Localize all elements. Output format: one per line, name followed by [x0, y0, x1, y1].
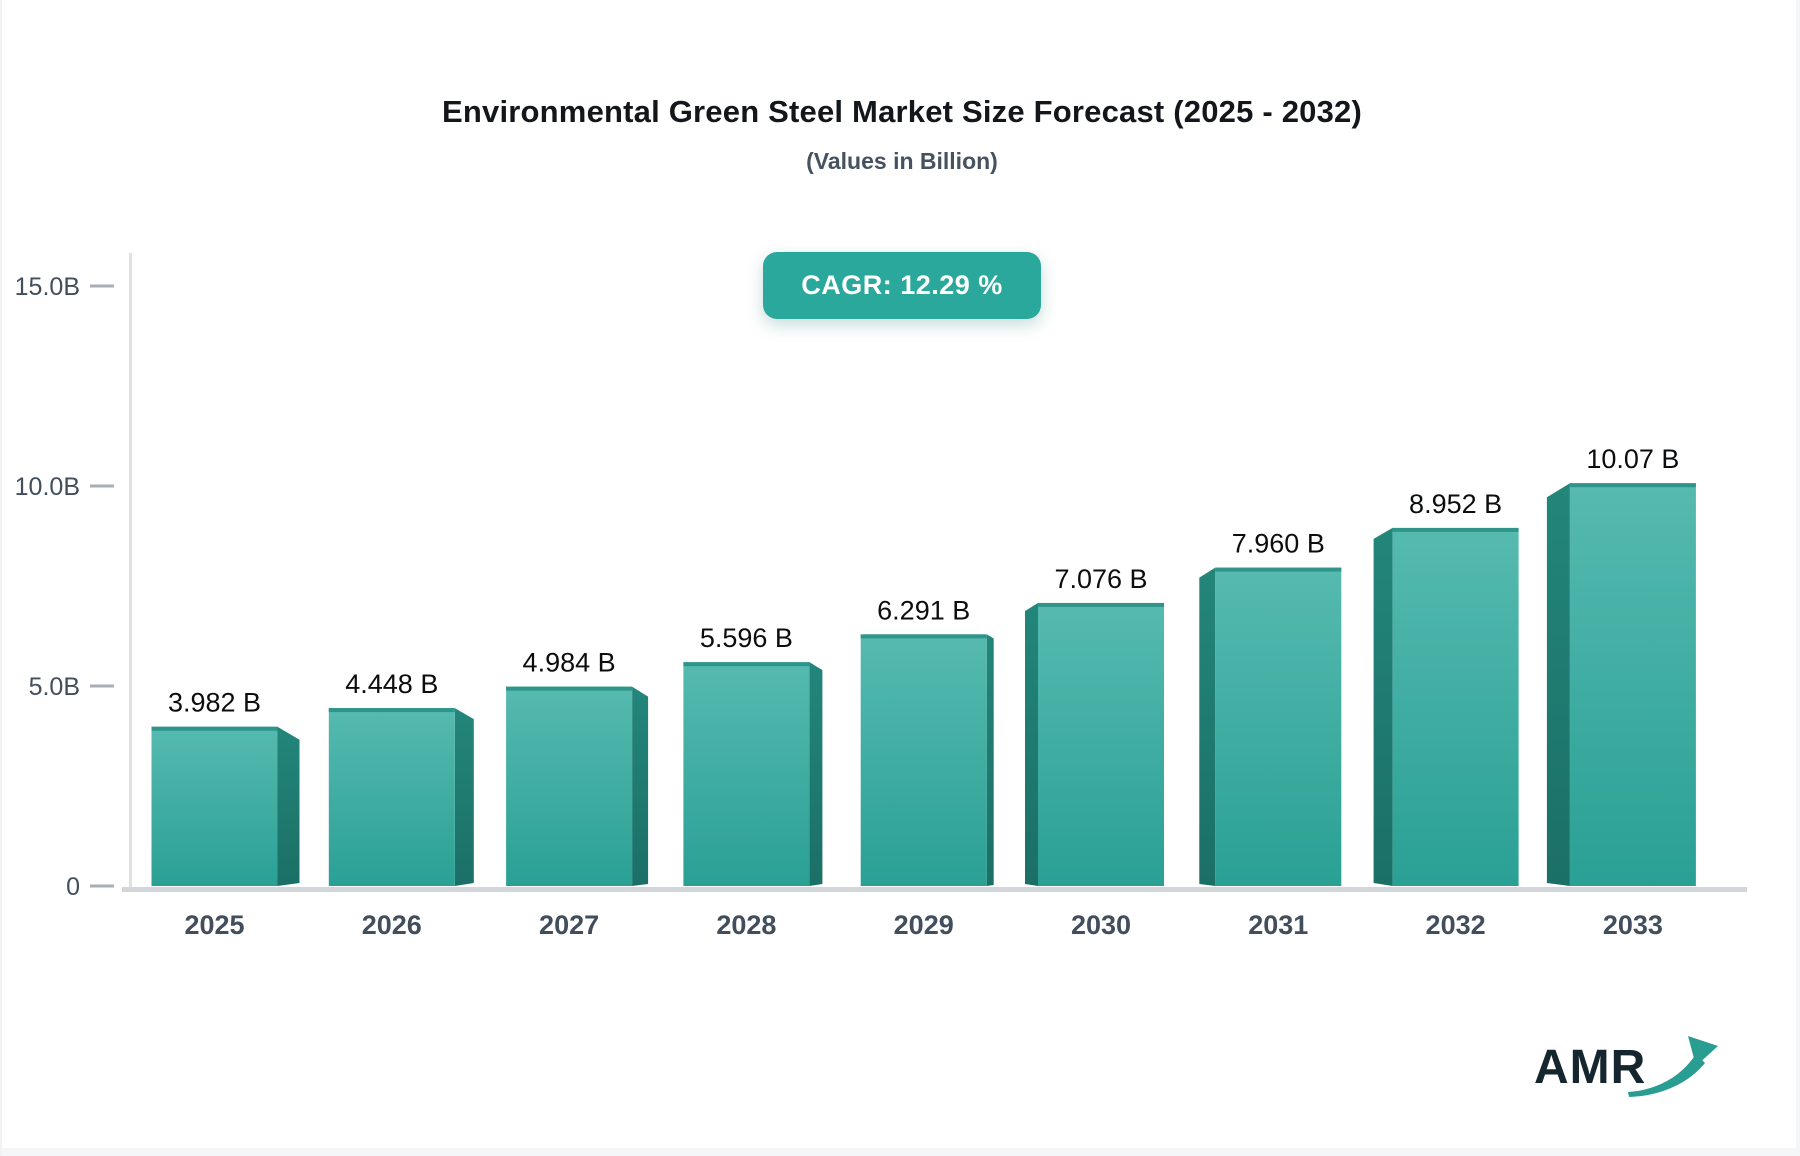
cagr-badge: CAGR: 12.29 %	[763, 252, 1041, 319]
bar-side	[1373, 527, 1393, 886]
y-axis-label: 15.0B	[15, 273, 80, 301]
bar-side	[277, 726, 300, 886]
bar-side	[986, 634, 994, 886]
y-axis-label: 5.0B	[29, 673, 80, 701]
bar-top-edge	[506, 686, 633, 691]
amr-logo: AMR	[1534, 1032, 1724, 1102]
bar-face	[506, 686, 633, 886]
bar-top-edge	[1569, 483, 1696, 488]
x-axis-label: 2029	[894, 910, 954, 940]
bar-top-edge	[151, 726, 278, 731]
amr-logo-text: AMR	[1534, 1041, 1647, 1094]
cagr-badge-row: CAGR: 12.29 %	[2, 252, 1800, 319]
y-tick-mark	[90, 484, 114, 488]
y-axis-label: 10.0B	[15, 473, 80, 501]
bar-side	[632, 686, 649, 886]
x-axis-label: 2033	[1603, 910, 1663, 940]
y-axis-line	[129, 253, 132, 892]
bar-value-label: 10.07 B	[1586, 444, 1679, 474]
x-axis-label: 2031	[1248, 910, 1308, 940]
bar-value-label: 4.448 B	[345, 669, 438, 699]
bar-value-label: 6.291 B	[877, 595, 970, 625]
x-axis-label: 2027	[539, 910, 599, 940]
bar-face	[1569, 483, 1696, 886]
bar-face	[683, 662, 810, 886]
bar-face	[328, 708, 455, 886]
bar-face	[860, 634, 987, 886]
bar-side	[1025, 602, 1038, 886]
bar-top-edge	[328, 708, 455, 713]
y-axis-label: 0	[66, 873, 80, 901]
x-axis-label: 2032	[1426, 910, 1486, 940]
bar-face	[1038, 602, 1164, 886]
bar-top-edge	[683, 662, 810, 667]
x-axis-label: 2030	[1071, 910, 1131, 940]
bar-side	[1199, 567, 1216, 886]
bar-top-edge	[860, 634, 987, 639]
y-tick-mark	[90, 684, 114, 688]
page-edge-right	[1796, 0, 1800, 1156]
y-tick-mark	[90, 284, 114, 288]
page-edge-bottom	[2, 1148, 1800, 1156]
growth-arrow-icon	[1628, 1036, 1718, 1097]
bar-value-label: 7.960 B	[1232, 529, 1325, 559]
bar-top-edge	[1038, 602, 1164, 607]
x-axis-baseline	[122, 887, 1747, 892]
bar-face	[1392, 527, 1519, 886]
bar-side	[809, 662, 823, 886]
bar-value-label: 3.982 B	[168, 688, 261, 718]
bar-face	[1215, 567, 1342, 886]
bar-value-label: 8.952 B	[1409, 489, 1502, 519]
bar-value-label: 7.076 B	[1054, 564, 1147, 594]
chart-title: Environmental Green Steel Market Size Fo…	[442, 94, 1362, 129]
bar-top-edge	[1215, 567, 1342, 572]
bar-value-label: 5.596 B	[700, 623, 793, 653]
bar-face	[151, 726, 278, 886]
bar-side	[454, 708, 474, 886]
x-axis-label: 2025	[184, 910, 244, 940]
x-axis-label: 2026	[362, 910, 422, 940]
bar-value-label: 4.984 B	[523, 648, 616, 678]
y-tick-mark	[90, 884, 114, 888]
chart-subtitle: (Values in Billion)	[806, 148, 998, 174]
bar-top-edge	[1392, 527, 1519, 532]
bar-side	[1546, 483, 1570, 886]
x-axis-label: 2028	[716, 910, 776, 940]
